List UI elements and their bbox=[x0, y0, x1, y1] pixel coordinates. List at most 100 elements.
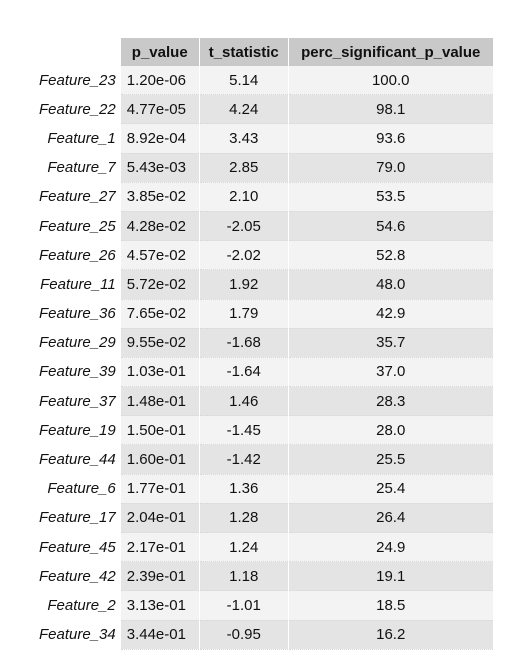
cell-t-statistic: -1.64 bbox=[199, 357, 289, 388]
cell-t-statistic: 1.28 bbox=[199, 503, 289, 534]
cell-t-statistic: 4.24 bbox=[199, 94, 289, 125]
cell-t-statistic: 1.24 bbox=[199, 532, 289, 563]
column-header-t-statistic: t_statistic bbox=[199, 38, 289, 66]
row-label-feature: Feature_1 bbox=[33, 123, 121, 154]
cell-t-statistic: 1.92 bbox=[199, 269, 289, 300]
table-row: Feature_7 5.43e-03 2.85 79.0 bbox=[33, 153, 494, 183]
cell-t-statistic: 1.46 bbox=[199, 386, 289, 417]
cell-p-value: 8.92e-04 bbox=[120, 123, 200, 154]
cell-t-statistic: -1.01 bbox=[199, 590, 289, 621]
cell-perc-significant: 25.5 bbox=[288, 444, 494, 475]
table-row: Feature_19 1.50e-01 -1.45 28.0 bbox=[33, 415, 494, 446]
cell-perc-significant: 48.0 bbox=[288, 269, 494, 300]
cell-perc-significant: 79.0 bbox=[288, 153, 494, 183]
table-row: Feature_25 4.28e-02 -2.05 54.6 bbox=[33, 211, 494, 242]
cell-perc-significant: 37.0 bbox=[288, 357, 494, 388]
cell-perc-significant: 19.1 bbox=[288, 561, 494, 592]
row-label-feature: Feature_11 bbox=[33, 269, 121, 299]
table-row: Feature_11 5.72e-02 1.92 48.0 bbox=[33, 269, 494, 300]
table-row: Feature_36 7.65e-02 1.79 42.9 bbox=[33, 299, 494, 329]
row-label-feature: Feature_27 bbox=[33, 182, 121, 212]
cell-p-value: 1.48e-01 bbox=[120, 386, 200, 417]
cell-p-value: 4.28e-02 bbox=[120, 211, 200, 242]
row-label-feature: Feature_2 bbox=[33, 590, 121, 621]
table-body: Feature_23 1.20e-06 5.14 100.0 Feature_22 4.7… bbox=[33, 66, 494, 650]
row-label-feature: Feature_17 bbox=[33, 503, 121, 533]
cell-p-value: 1.20e-06 bbox=[120, 66, 200, 96]
column-header-p-value: p_value bbox=[120, 38, 200, 66]
row-label-feature: Feature_6 bbox=[33, 474, 121, 504]
cell-perc-significant: 18.5 bbox=[288, 590, 494, 621]
cell-perc-significant: 26.4 bbox=[288, 503, 494, 534]
table-row: Feature_6 1.77e-01 1.36 25.4 bbox=[33, 474, 494, 504]
table-row: Feature_27 3.85e-02 2.10 53.5 bbox=[33, 182, 494, 212]
cell-p-value: 3.85e-02 bbox=[120, 182, 200, 212]
cell-p-value: 2.39e-01 bbox=[120, 561, 200, 592]
cell-p-value: 1.60e-01 bbox=[120, 444, 200, 475]
cell-p-value: 4.57e-02 bbox=[120, 240, 200, 271]
table-row: Feature_37 1.48e-01 1.46 28.3 bbox=[33, 386, 494, 417]
cell-t-statistic: 1.36 bbox=[199, 474, 289, 504]
table-row: Feature_22 4.77e-05 4.24 98.1 bbox=[33, 94, 494, 125]
table-row: Feature_23 1.20e-06 5.14 100.0 bbox=[33, 66, 494, 96]
cell-t-statistic: 2.10 bbox=[199, 182, 289, 212]
cell-p-value: 1.77e-01 bbox=[120, 474, 200, 504]
row-label-feature: Feature_29 bbox=[33, 328, 121, 358]
cell-perc-significant: 35.7 bbox=[288, 328, 494, 358]
header-row: p_value t_statistic perc_significant_p_v… bbox=[33, 38, 494, 66]
table-row: Feature_39 1.03e-01 -1.64 37.0 bbox=[33, 357, 494, 388]
cell-t-statistic: 3.43 bbox=[199, 123, 289, 154]
cell-t-statistic: -0.95 bbox=[199, 620, 289, 650]
row-label-feature: Feature_45 bbox=[33, 532, 121, 562]
cell-p-value: 2.17e-01 bbox=[120, 532, 200, 563]
cell-perc-significant: 28.0 bbox=[288, 415, 494, 446]
cell-p-value: 7.65e-02 bbox=[120, 299, 200, 329]
row-label-feature: Feature_37 bbox=[33, 386, 121, 416]
cell-t-statistic: 1.79 bbox=[199, 299, 289, 329]
corner-cell bbox=[33, 38, 121, 66]
stats-table-container: p_value t_statistic perc_significant_p_v… bbox=[33, 38, 494, 650]
cell-p-value: 5.72e-02 bbox=[120, 269, 200, 300]
row-label-feature: Feature_25 bbox=[33, 211, 121, 241]
table-row: Feature_42 2.39e-01 1.18 19.1 bbox=[33, 561, 494, 592]
row-label-feature: Feature_26 bbox=[33, 240, 121, 270]
cell-t-statistic: -2.05 bbox=[199, 211, 289, 242]
cell-perc-significant: 93.6 bbox=[288, 123, 494, 154]
row-label-feature: Feature_44 bbox=[33, 444, 121, 475]
cell-t-statistic: -1.68 bbox=[199, 328, 289, 358]
cell-t-statistic: 2.85 bbox=[199, 153, 289, 183]
table-row: Feature_26 4.57e-02 -2.02 52.8 bbox=[33, 240, 494, 271]
row-label-feature: Feature_22 bbox=[33, 94, 121, 124]
cell-p-value: 9.55e-02 bbox=[120, 328, 200, 358]
stats-table: p_value t_statistic perc_significant_p_v… bbox=[33, 38, 494, 650]
cell-t-statistic: -1.45 bbox=[199, 415, 289, 446]
cell-t-statistic: 1.18 bbox=[199, 561, 289, 592]
table-row: Feature_44 1.60e-01 -1.42 25.5 bbox=[33, 444, 494, 475]
row-label-feature: Feature_7 bbox=[33, 153, 121, 183]
table-row: Feature_29 9.55e-02 -1.68 35.7 bbox=[33, 328, 494, 358]
cell-p-value: 1.50e-01 bbox=[120, 415, 200, 446]
cell-t-statistic: -1.42 bbox=[199, 444, 289, 475]
cell-perc-significant: 98.1 bbox=[288, 94, 494, 125]
table-row: Feature_34 3.44e-01 -0.95 16.2 bbox=[33, 620, 494, 650]
cell-p-value: 1.03e-01 bbox=[120, 357, 200, 388]
row-label-feature: Feature_42 bbox=[33, 561, 121, 591]
row-label-feature: Feature_39 bbox=[33, 357, 121, 387]
cell-perc-significant: 16.2 bbox=[288, 620, 494, 650]
table-row: Feature_45 2.17e-01 1.24 24.9 bbox=[33, 532, 494, 563]
cell-perc-significant: 24.9 bbox=[288, 532, 494, 563]
row-label-feature: Feature_36 bbox=[33, 299, 121, 329]
cell-t-statistic: -2.02 bbox=[199, 240, 289, 271]
table-row: Feature_2 3.13e-01 -1.01 18.5 bbox=[33, 590, 494, 621]
cell-perc-significant: 42.9 bbox=[288, 299, 494, 329]
row-label-feature: Feature_19 bbox=[33, 415, 121, 445]
table-row: Feature_1 8.92e-04 3.43 93.6 bbox=[33, 123, 494, 154]
cell-perc-significant: 28.3 bbox=[288, 386, 494, 417]
cell-p-value: 4.77e-05 bbox=[120, 94, 200, 125]
cell-perc-significant: 100.0 bbox=[288, 66, 494, 96]
row-label-feature: Feature_23 bbox=[33, 66, 121, 95]
cell-t-statistic: 5.14 bbox=[199, 66, 289, 96]
cell-perc-significant: 25.4 bbox=[288, 474, 494, 504]
cell-p-value: 5.43e-03 bbox=[120, 153, 200, 183]
table-row: Feature_17 2.04e-01 1.28 26.4 bbox=[33, 503, 494, 534]
